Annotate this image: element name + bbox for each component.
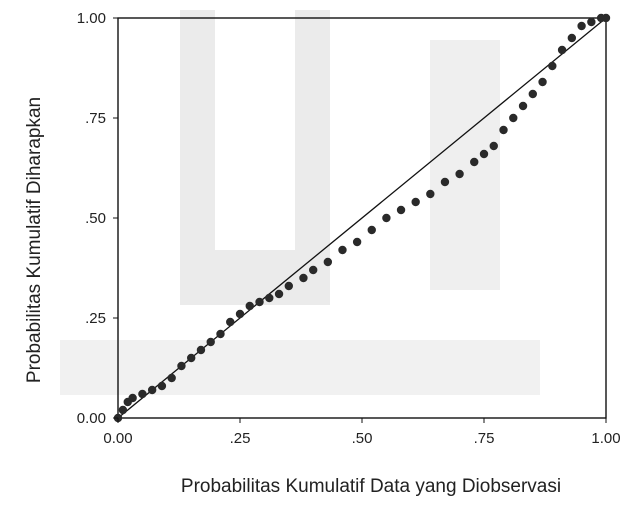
data-point bbox=[147, 385, 157, 395]
data-point bbox=[196, 345, 206, 355]
data-point bbox=[509, 113, 518, 123]
data-point bbox=[548, 61, 557, 71]
data-point bbox=[118, 405, 128, 415]
data-point bbox=[177, 361, 186, 371]
x-tick-label: 1.00 bbox=[591, 430, 620, 447]
data-point bbox=[489, 141, 498, 151]
data-point bbox=[309, 265, 318, 275]
data-point bbox=[338, 245, 347, 255]
data-point bbox=[567, 33, 577, 43]
x-tick-label: .75 bbox=[474, 430, 495, 447]
data-point bbox=[352, 237, 362, 247]
data-point bbox=[245, 301, 254, 311]
data-point bbox=[157, 381, 167, 391]
data-point bbox=[299, 273, 308, 283]
x-tick-label: 0.00 bbox=[103, 430, 132, 447]
data-point bbox=[557, 45, 567, 55]
data-point bbox=[577, 21, 586, 31]
y-tick-label: 0.00 bbox=[77, 410, 106, 427]
data-point bbox=[235, 309, 245, 319]
data-point bbox=[601, 13, 611, 23]
data-point bbox=[528, 89, 537, 99]
data-point bbox=[274, 289, 284, 299]
y-axis-title: Probabilitas Kumulatif Diharapkan bbox=[24, 97, 45, 383]
y-tick-label: .50 bbox=[85, 210, 106, 227]
data-point bbox=[255, 297, 264, 307]
data-point bbox=[323, 257, 333, 267]
data-point bbox=[470, 157, 479, 167]
data-point bbox=[426, 189, 435, 199]
y-axis-ticks: 0.00 .25 .50 .75 1.00 bbox=[77, 10, 118, 427]
y-tick-label: .25 bbox=[85, 310, 106, 327]
data-point bbox=[382, 213, 391, 223]
y-tick-label: .75 bbox=[85, 110, 106, 127]
data-point bbox=[206, 337, 215, 347]
data-point bbox=[440, 177, 450, 187]
x-tick-label: .25 bbox=[230, 430, 251, 447]
data-point bbox=[284, 281, 293, 291]
y-tick-label: 1.00 bbox=[77, 10, 106, 27]
data-point bbox=[518, 101, 528, 111]
data-point bbox=[167, 373, 176, 383]
x-axis-title: Probabilitas Kumulatif Data yang Diobser… bbox=[181, 476, 561, 497]
watermark bbox=[60, 10, 540, 395]
data-point bbox=[411, 197, 420, 207]
data-point bbox=[396, 205, 406, 215]
data-point bbox=[187, 353, 196, 363]
data-point bbox=[499, 125, 508, 135]
data-point bbox=[138, 389, 147, 399]
data-point bbox=[226, 317, 235, 327]
x-tick-label: .50 bbox=[352, 430, 373, 447]
data-point bbox=[216, 329, 225, 339]
data-point bbox=[538, 77, 547, 87]
data-point bbox=[367, 225, 376, 235]
data-point bbox=[128, 393, 137, 403]
data-point bbox=[587, 17, 596, 27]
x-axis-ticks: 0.00 .25 .50 .75 1.00 bbox=[103, 418, 621, 447]
data-points bbox=[113, 13, 611, 423]
data-point bbox=[479, 149, 489, 159]
data-point bbox=[455, 169, 464, 179]
data-point bbox=[265, 293, 274, 303]
